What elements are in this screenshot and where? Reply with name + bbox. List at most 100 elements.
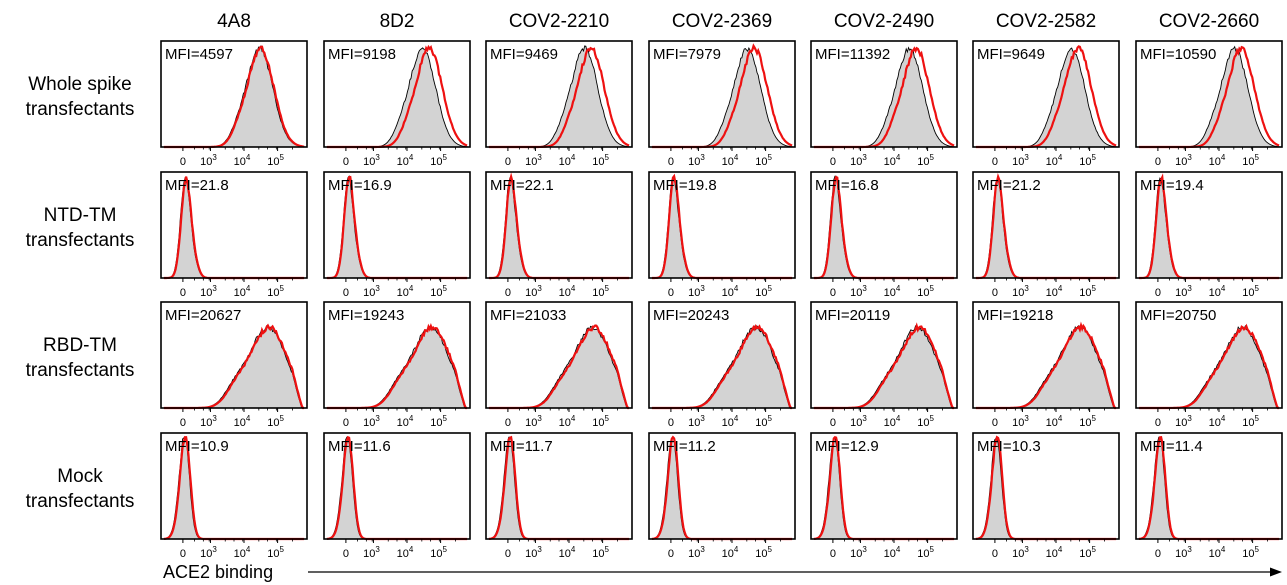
- x-tick-label: 104: [884, 414, 901, 429]
- x-tick-label: 103: [1175, 284, 1192, 299]
- x-tick-label: 0: [1155, 156, 1161, 168]
- x-axis-ticks: 0 103 104 105: [830, 147, 943, 168]
- histogram-panel: MFI=19.8 0 103 104 105: [648, 171, 796, 299]
- x-tick-label: 104: [884, 545, 901, 560]
- x-tick-label: 103: [363, 414, 380, 429]
- x-axis-ticks: 0 103 104 105: [1155, 539, 1268, 560]
- x-tick-label: 103: [200, 414, 217, 429]
- x-axis-ticks: 0 103 104 105: [1155, 278, 1268, 299]
- x-tick-label: 104: [559, 153, 576, 168]
- x-tick-label: 0: [830, 156, 836, 168]
- histogram-panel: MFI=11.4 0 103 104 105: [1135, 432, 1283, 560]
- x-tick-label: 104: [234, 414, 251, 429]
- histogram-panel: MFI=11392 0 103 104 105: [810, 40, 958, 168]
- x-tick-label: 104: [1046, 545, 1063, 560]
- x-tick-label: 0: [505, 287, 511, 299]
- x-tick-label: 103: [1012, 284, 1029, 299]
- x-tick-label: 103: [200, 545, 217, 560]
- x-tick-label: 0: [505, 417, 511, 429]
- x-tick-label: 0: [992, 287, 998, 299]
- x-tick-label: 103: [525, 545, 542, 560]
- mfi-label: MFI=20243: [653, 307, 729, 324]
- histogram-panel: MFI=20627 0 103 104 105: [160, 301, 308, 429]
- x-tick-label: 103: [1175, 414, 1192, 429]
- histogram-panel: MFI=9198 0 103 104 105: [323, 40, 471, 168]
- histogram-panel: MFI=22.1 0 103 104 105: [485, 171, 633, 299]
- x-tick-label: 103: [850, 545, 867, 560]
- x-tick-label: 105: [917, 153, 934, 168]
- row-title-line: RBD-TM: [43, 335, 117, 356]
- histogram-panel: MFI=19243 0 103 104 105: [323, 301, 471, 429]
- x-tick-label: 0: [505, 548, 511, 560]
- x-tick-label: 104: [722, 153, 739, 168]
- x-axis-title-group: ACE2 binding: [163, 562, 1282, 582]
- x-tick-label: 104: [1046, 153, 1063, 168]
- x-tick-label: 105: [1242, 545, 1259, 560]
- mfi-label: MFI=9198: [328, 46, 396, 63]
- histogram-panel: MFI=4597 0 103 104 105: [160, 40, 308, 168]
- x-tick-label: 104: [1209, 414, 1226, 429]
- mfi-label: MFI=11.4: [1140, 438, 1203, 455]
- control-histogram: [651, 325, 793, 409]
- x-axis-ticks: 0 103 104 105: [1155, 408, 1268, 429]
- x-tick-label: 103: [200, 153, 217, 168]
- x-tick-label: 0: [992, 548, 998, 560]
- x-axis-ticks: 0 103 104 105: [830, 539, 943, 560]
- x-tick-label: 105: [592, 284, 609, 299]
- mfi-label: MFI=10.9: [165, 438, 229, 455]
- histogram-panel: MFI=11.7 0 103 104 105: [485, 432, 633, 560]
- x-tick-label: 104: [559, 284, 576, 299]
- x-tick-label: 105: [592, 545, 609, 560]
- x-tick-label: 104: [884, 284, 901, 299]
- x-tick-label: 103: [850, 284, 867, 299]
- histogram-panel: MFI=11.6 0 103 104 105: [323, 432, 471, 560]
- x-axis-ticks: 0 103 104 105: [668, 278, 781, 299]
- histogram-panel: MFI=9469 0 103 104 105: [485, 40, 633, 168]
- mfi-label: MFI=7979: [653, 46, 721, 63]
- control-histogram: [163, 324, 305, 409]
- x-tick-label: 103: [850, 153, 867, 168]
- x-tick-label: 104: [559, 414, 576, 429]
- x-tick-label: 105: [917, 545, 934, 560]
- x-tick-label: 0: [668, 287, 674, 299]
- x-tick-label: 103: [525, 284, 542, 299]
- mfi-label: MFI=19.4: [1140, 177, 1204, 194]
- x-tick-label: 103: [688, 153, 705, 168]
- x-axis-ticks: 0 103 104 105: [180, 408, 293, 429]
- x-tick-label: 103: [1175, 545, 1192, 560]
- mfi-label: MFI=21.8: [165, 177, 229, 194]
- x-axis-ticks: 0 103 104 105: [343, 147, 456, 168]
- x-axis-ticks: 0 103 104 105: [830, 408, 943, 429]
- x-tick-label: 0: [992, 156, 998, 168]
- x-tick-label: 104: [559, 545, 576, 560]
- column-title: 4A8: [217, 11, 251, 32]
- x-tick-label: 103: [688, 545, 705, 560]
- x-tick-label: 105: [1242, 153, 1259, 168]
- mfi-label: MFI=16.8: [815, 177, 879, 194]
- x-tick-label: 105: [1079, 414, 1096, 429]
- x-axis-ticks: 0 103 104 105: [668, 147, 781, 168]
- x-tick-label: 103: [1012, 153, 1029, 168]
- x-tick-label: 104: [1046, 414, 1063, 429]
- column-title: 8D2: [380, 11, 415, 32]
- x-tick-label: 104: [1209, 153, 1226, 168]
- x-axis-ticks: 0 103 104 105: [992, 278, 1105, 299]
- x-tick-label: 104: [234, 153, 251, 168]
- row-title-line: transfectants: [26, 360, 135, 381]
- histogram-panel: MFI=20119 0 103 104 105: [810, 301, 958, 429]
- x-tick-label: 104: [1209, 284, 1226, 299]
- column-title: COV2-2582: [996, 11, 1096, 32]
- x-axis-ticks: 0 103 104 105: [505, 408, 618, 429]
- x-tick-label: 103: [688, 284, 705, 299]
- x-tick-label: 105: [1242, 284, 1259, 299]
- x-axis-ticks: 0 103 104 105: [668, 539, 781, 560]
- x-tick-label: 0: [668, 156, 674, 168]
- x-tick-label: 103: [1175, 153, 1192, 168]
- x-tick-label: 103: [1012, 414, 1029, 429]
- x-axis-ticks: 0 103 104 105: [343, 408, 456, 429]
- x-tick-label: 103: [525, 153, 542, 168]
- x-tick-label: 105: [267, 284, 284, 299]
- x-tick-label: 105: [267, 153, 284, 168]
- histogram-panel: MFI=10590 0 103 104 105: [1135, 40, 1283, 168]
